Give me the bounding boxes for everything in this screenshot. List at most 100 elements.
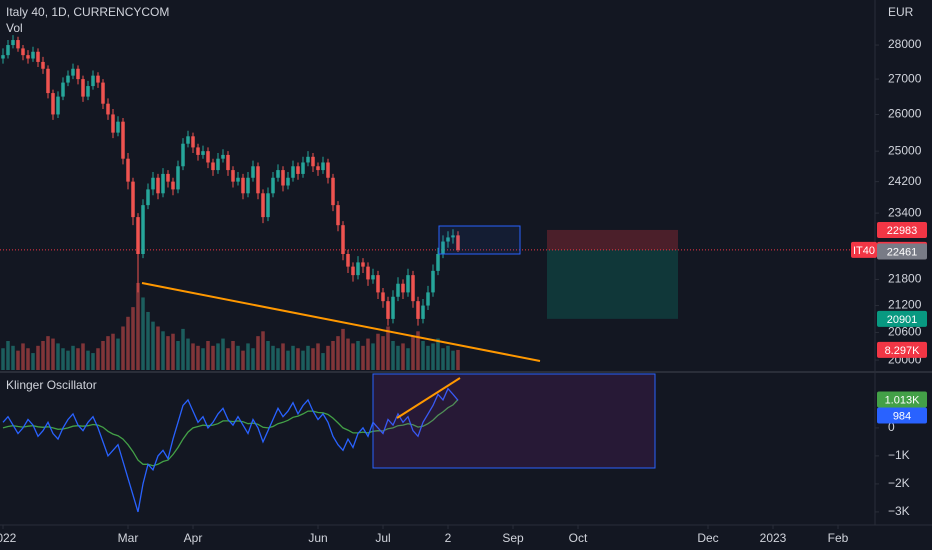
- symbol-tag: [851, 241, 877, 258]
- candle-body: [311, 156, 315, 167]
- candle-body: [116, 121, 120, 133]
- candle-body: [176, 166, 180, 190]
- volume-bar: [306, 345, 310, 370]
- volume-bar: [446, 345, 450, 370]
- volume-bar: [81, 343, 85, 370]
- candle-body: [281, 170, 285, 186]
- symbol-tag-label: IT40: [853, 245, 875, 257]
- candle-body: [251, 166, 255, 178]
- volume-bar: [76, 348, 80, 370]
- volume-bar: [171, 333, 175, 370]
- candle-body: [441, 241, 445, 254]
- candle-body: [46, 68, 50, 94]
- candle-body: [366, 266, 370, 280]
- candle-body: [316, 166, 320, 171]
- candle-body: [381, 292, 385, 302]
- candle-body: [286, 177, 290, 186]
- volume-bar: [341, 328, 345, 370]
- price-tag-label: 22983: [887, 225, 918, 237]
- candle-body: [41, 61, 45, 69]
- volume-bar: [246, 343, 250, 370]
- volume-bar: [116, 338, 120, 370]
- trend-line: [396, 377, 461, 419]
- y-tick-label: −1K: [888, 448, 910, 462]
- candle-body: [96, 75, 100, 83]
- y-tick-label: −3K: [888, 504, 910, 518]
- candle-body: [356, 262, 360, 276]
- volume-bar: [36, 345, 40, 370]
- volume-bar: [451, 350, 455, 370]
- candle-body: [376, 275, 380, 293]
- volume-bar: [286, 350, 290, 370]
- volume-bar: [401, 343, 405, 370]
- volume-bar: [421, 340, 425, 370]
- x-tick-label: Jul: [375, 531, 390, 545]
- y-tick-label: 20600: [888, 325, 922, 339]
- volume-bar: [456, 349, 460, 370]
- candle-body: [201, 151, 205, 155]
- candle-body: [421, 305, 425, 319]
- price-tag: [877, 407, 927, 424]
- candle-body: [301, 162, 305, 174]
- volume-bar: [366, 338, 370, 370]
- y-tick-label: 27000: [888, 71, 922, 85]
- candle-body: [1, 55, 5, 59]
- volume-bar: [261, 331, 265, 370]
- y-tick-label: 28000: [888, 37, 922, 51]
- candle-body: [296, 166, 300, 174]
- volume-bar: [281, 343, 285, 370]
- volume-bar: [241, 350, 245, 370]
- volume-bar: [411, 336, 415, 370]
- volume-bar: [436, 338, 440, 370]
- candle-body: [21, 48, 25, 56]
- chart-title: Italy 40, 1D, CURRENCYCOM: [6, 5, 169, 19]
- volume-bar: [111, 333, 115, 370]
- candle-body: [191, 136, 195, 148]
- y-tick-label: 26000: [888, 107, 922, 121]
- candle-body: [371, 275, 375, 280]
- volume-bar: [331, 340, 335, 370]
- candle-body: [226, 154, 230, 171]
- candle-body: [146, 189, 150, 206]
- candle-body: [426, 292, 430, 306]
- candle-body: [236, 177, 240, 182]
- price-tag: [877, 341, 927, 358]
- candle-body: [66, 75, 70, 83]
- volume-bar: [66, 350, 70, 370]
- candle-body: [396, 283, 400, 297]
- volume-bar: [51, 338, 55, 370]
- volume-bar: [251, 348, 255, 370]
- volume-bar: [236, 345, 240, 370]
- volume-bar: [206, 340, 210, 370]
- candle-body: [11, 40, 15, 46]
- candle-body: [61, 82, 65, 97]
- candle-body: [216, 158, 220, 171]
- candle-body: [351, 266, 355, 276]
- volume-bar: [151, 321, 155, 370]
- y-tick-label: −2K: [888, 476, 910, 490]
- highlight-box: [438, 225, 521, 255]
- volume-bar: [131, 307, 135, 370]
- candle-body: [76, 68, 80, 80]
- volume-bar: [201, 348, 205, 370]
- candle-body: [151, 177, 155, 190]
- candle-body: [186, 136, 190, 144]
- x-tick-label: Dec: [697, 531, 718, 545]
- price-tag: [877, 243, 927, 260]
- candle-body: [121, 121, 125, 159]
- volume-bar: [191, 343, 195, 370]
- price-tag-label: 1.013K: [885, 394, 921, 406]
- volume-bar: [121, 326, 125, 370]
- trend-line: [141, 282, 541, 362]
- y-tick-label: 23400: [888, 205, 922, 219]
- candle-body: [271, 177, 275, 194]
- y-tick-label: 25000: [888, 143, 922, 157]
- volume-bar: [336, 336, 340, 370]
- volume-bar: [391, 340, 395, 370]
- volume-bar: [196, 345, 200, 370]
- x-tick-label: Feb: [828, 531, 849, 545]
- candle-body: [331, 177, 335, 206]
- indicator-line: [2, 387, 459, 513]
- price-tag: [877, 221, 927, 238]
